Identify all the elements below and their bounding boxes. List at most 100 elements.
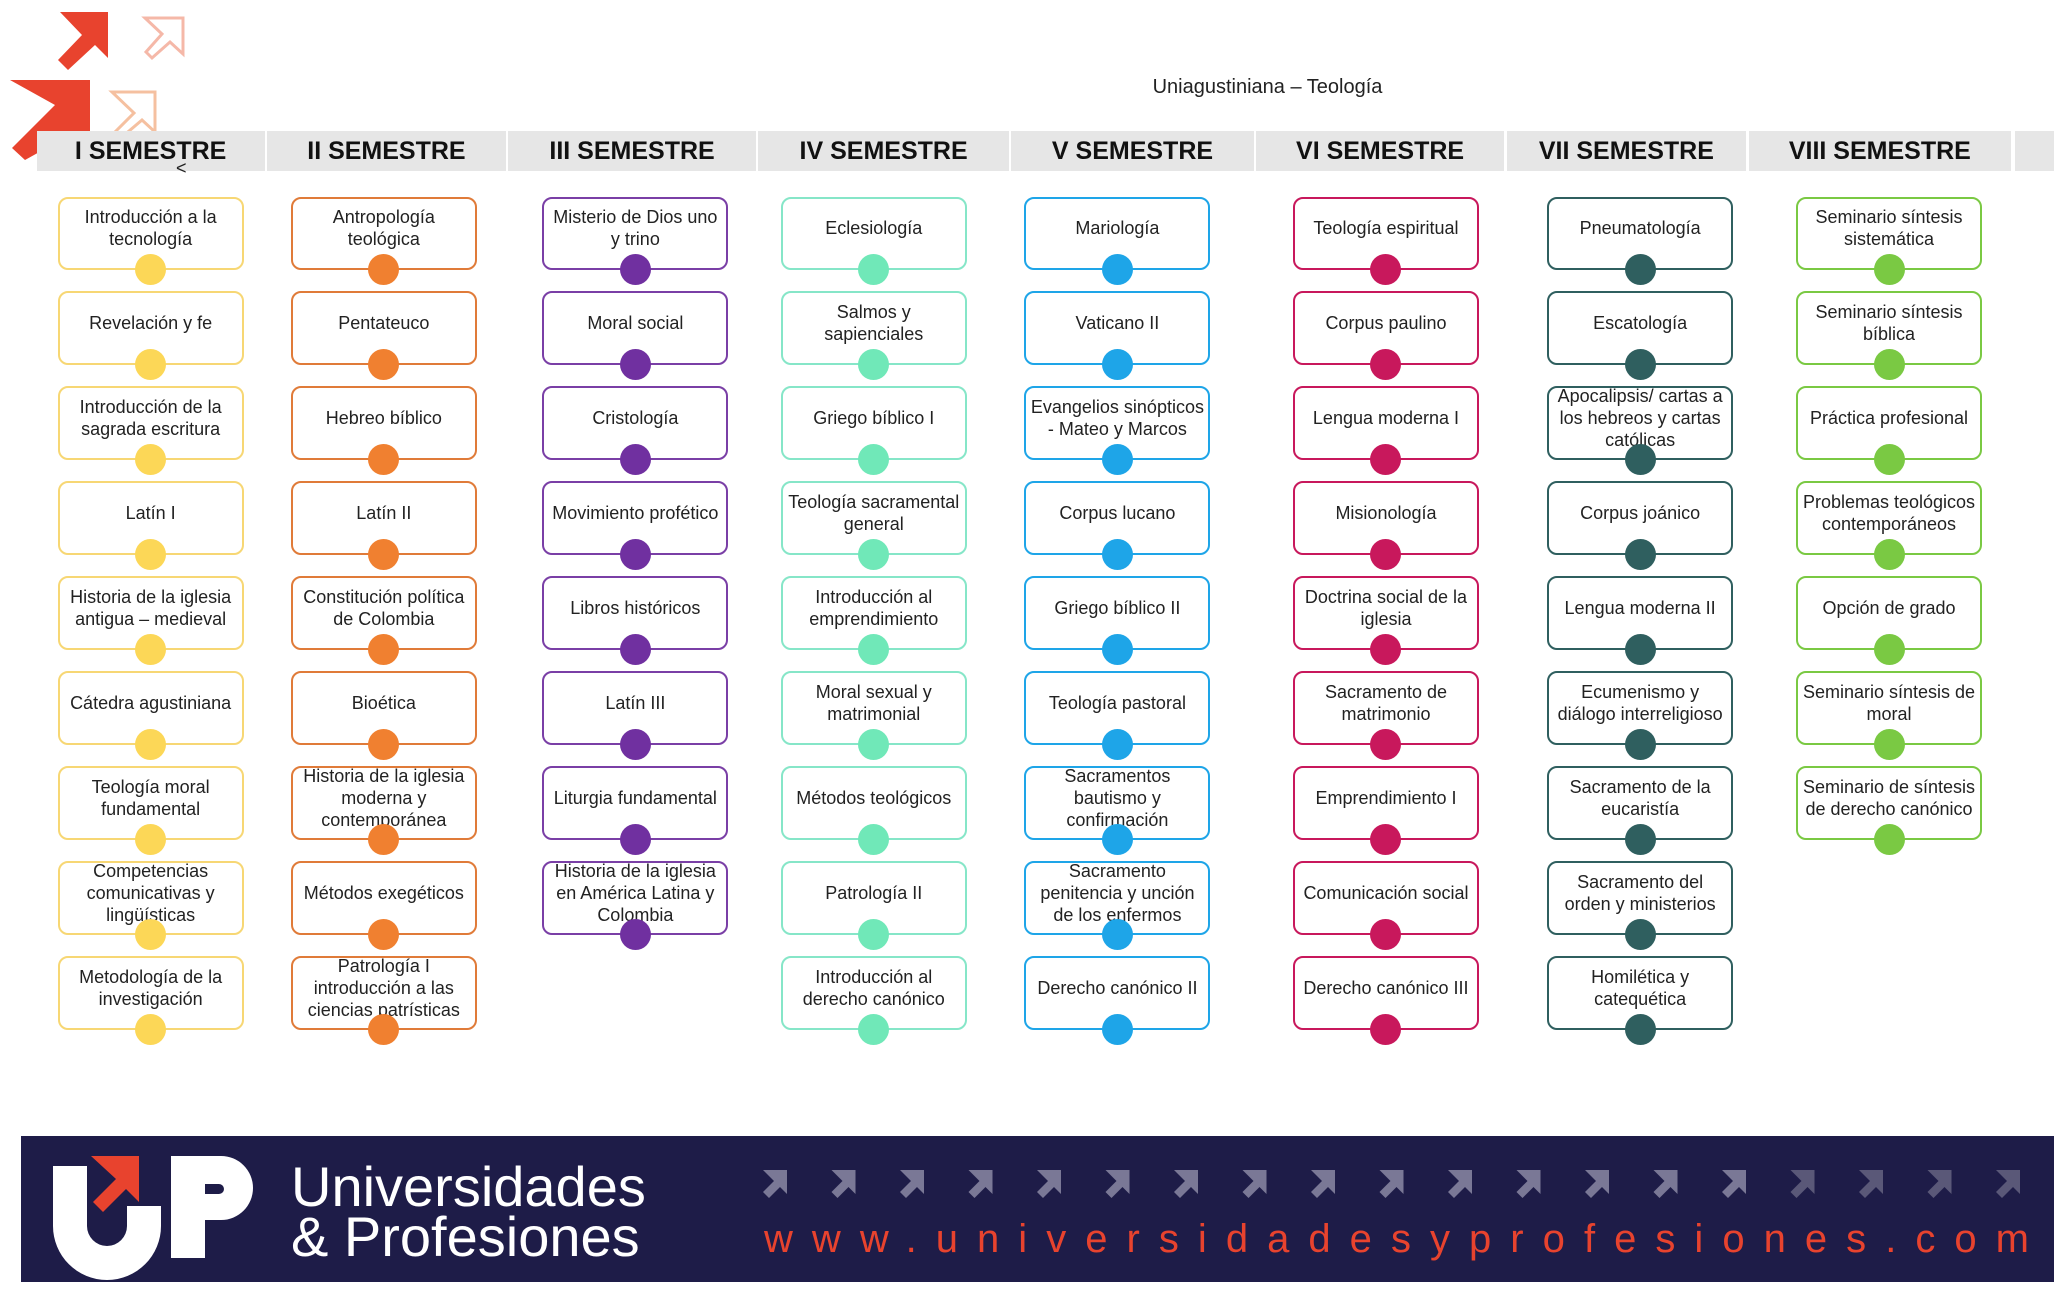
course-dot xyxy=(368,443,400,475)
course-dot xyxy=(135,823,167,855)
course-dot xyxy=(1873,633,1905,665)
footer-arrow xyxy=(1105,1170,1130,1198)
logo-arrows xyxy=(10,12,185,160)
course-dot xyxy=(858,538,890,570)
course-dot xyxy=(1370,538,1402,570)
course-dot xyxy=(1873,538,1905,570)
course-box: Métodos teológicos xyxy=(780,766,967,840)
stray-mark: < xyxy=(176,158,187,178)
footer-arrow xyxy=(1859,1170,1883,1198)
footer-arrow xyxy=(831,1170,856,1198)
course-dot xyxy=(135,538,167,570)
semester-header: I SEMESTRE xyxy=(36,131,265,171)
course-dot xyxy=(619,633,651,665)
course-dot xyxy=(858,1013,890,1045)
course-dot xyxy=(1624,823,1656,855)
course-dot xyxy=(858,728,890,760)
course-dot xyxy=(1624,538,1656,570)
course-dot xyxy=(1370,253,1402,285)
course-dot xyxy=(368,823,400,855)
footer-arrow xyxy=(1037,1170,1061,1198)
course-dot xyxy=(135,348,167,380)
footer-arrow xyxy=(763,1170,787,1198)
course-dot xyxy=(619,823,651,855)
course-dot xyxy=(858,823,890,855)
course-dot xyxy=(368,633,400,665)
course-dot xyxy=(135,253,167,285)
footer-arrow xyxy=(1722,1170,1746,1198)
footer-arrow xyxy=(1379,1170,1404,1198)
course-dot xyxy=(135,443,167,475)
course-dot xyxy=(1370,918,1402,950)
course-dot xyxy=(1101,1013,1133,1045)
course-dot xyxy=(368,538,400,570)
semester-header: VIII SEMESTRE xyxy=(1748,131,2011,171)
course-dot xyxy=(368,348,400,380)
footer-arrow xyxy=(1242,1170,1267,1198)
footer-arrow xyxy=(1448,1170,1472,1198)
course-dot xyxy=(1624,443,1656,475)
course-dot xyxy=(368,728,400,760)
course-box: Latín II xyxy=(290,481,477,555)
course-dot xyxy=(368,918,400,950)
course-dot xyxy=(1873,823,1905,855)
course-dot xyxy=(619,538,651,570)
semester-header: IV SEMESTRE xyxy=(758,131,1009,171)
footer-arrow xyxy=(1927,1170,1952,1198)
course-box: Patrología I introducción a las ciencias… xyxy=(290,956,477,1030)
course-box: Evangelios sinópticos - Mateo y Marcos xyxy=(1024,386,1211,460)
semester-header: VI SEMESTRE xyxy=(1256,131,1504,171)
course-dot xyxy=(1370,1013,1402,1045)
course-dot xyxy=(1624,633,1656,665)
footer-arrow xyxy=(1516,1170,1541,1198)
course-dot xyxy=(1101,918,1133,950)
course-dot xyxy=(858,348,890,380)
course-dot xyxy=(1370,443,1402,475)
course-dot xyxy=(1624,348,1656,380)
footer: Universidades & Profesiones www.universi… xyxy=(21,1136,2054,1282)
semester-header: II SEMESTRE xyxy=(267,131,506,171)
course-dot xyxy=(1873,443,1905,475)
footer-arrow xyxy=(900,1170,924,1198)
course-dot xyxy=(1624,1013,1656,1045)
course-dot xyxy=(135,918,167,950)
course-dot xyxy=(1101,538,1133,570)
course-box: Misterio de Dios uno y trino xyxy=(542,196,729,270)
course-dot xyxy=(1624,728,1656,760)
page-title: Uniagustiniana – Teología xyxy=(1152,76,1383,98)
course-box: Sacramento penitencia y unción de los en… xyxy=(1024,861,1211,935)
course-dot xyxy=(619,253,651,285)
course-dot xyxy=(1370,823,1402,855)
course-dot xyxy=(1101,443,1133,475)
course-dot xyxy=(858,633,890,665)
brand-line2: & Profesiones xyxy=(291,1205,640,1268)
semester-header: VII SEMESTRE xyxy=(1506,131,1747,171)
course-dot xyxy=(1873,253,1905,285)
course-dot xyxy=(135,633,167,665)
course-dot xyxy=(619,348,651,380)
course-box: Cristología xyxy=(542,386,729,460)
footer-arrow xyxy=(1790,1170,1815,1198)
course-dot xyxy=(619,918,651,950)
course-dot xyxy=(1624,253,1656,285)
footer-arrow xyxy=(1174,1170,1198,1198)
course-dot xyxy=(858,443,890,475)
course-dot xyxy=(135,1013,167,1045)
course-dot xyxy=(1101,633,1133,665)
course-dot xyxy=(1370,728,1402,760)
course-dot xyxy=(135,728,167,760)
footer-arrow xyxy=(1653,1170,1678,1198)
course-box: Derecho canónico II xyxy=(1024,956,1211,1030)
course-dot xyxy=(368,253,400,285)
course-dot xyxy=(858,918,890,950)
brand-line1: Universidades xyxy=(291,1155,646,1218)
course-dot xyxy=(1873,348,1905,380)
course-box: Introducción a la tecnología xyxy=(57,196,244,270)
footer-arrow xyxy=(1585,1170,1609,1198)
course-dot xyxy=(858,253,890,285)
course-dot xyxy=(1101,348,1133,380)
footer-arrow xyxy=(1996,1170,2020,1198)
header-band-tail xyxy=(2014,131,2054,171)
footer-arrow xyxy=(1311,1170,1335,1198)
